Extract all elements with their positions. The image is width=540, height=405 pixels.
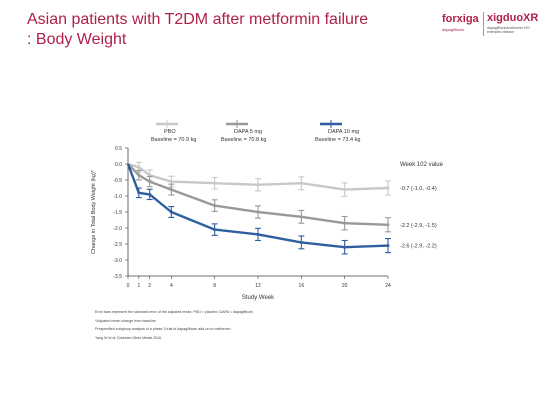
data-point (343, 188, 347, 192)
forxiga-logo-text: forxiga (442, 13, 479, 25)
y-tick-label: -2.5 (113, 242, 122, 248)
x-tick-label: 20 (342, 283, 348, 289)
data-point (256, 183, 260, 187)
footnote-1: Error bars represent the standard error … (95, 310, 253, 314)
x-tick-label: 24 (385, 283, 391, 289)
xigduo-logo-text: xigduoXR (487, 12, 539, 24)
data-point (386, 223, 390, 227)
legend-series-name: PBO (164, 129, 176, 135)
footnote-3: Prespecified subgroup analysis of a phas… (95, 327, 231, 331)
data-point (386, 244, 390, 248)
y-tick-label: -1.0 (113, 194, 122, 200)
data-point (137, 191, 141, 195)
title-line-2: : Body Weight (27, 31, 127, 48)
title-line-1: Asian patients with T2DM after metformin… (27, 11, 369, 28)
data-point (299, 215, 303, 219)
y-tick-label: -2.0 (113, 226, 122, 232)
legend-baseline: Baseline = 70.8 kg (221, 137, 266, 143)
footnote-4: Yang W et al. Diabetes Obes Metab 2016 (95, 335, 162, 340)
data-point (213, 181, 217, 185)
data-point (137, 173, 141, 177)
y-tick-label: -0.5 (113, 178, 122, 184)
data-point (213, 204, 217, 208)
page-title: Asian patients with T2DM after metformin… (27, 10, 368, 50)
data-point (343, 245, 347, 249)
chart-legend: PBO Baseline = 70.9 kg DAPA 5 mg Baseline =… (151, 120, 360, 143)
x-tick-label: 0 (127, 283, 130, 289)
series-end-label: -2.2 (-2.9, -1.5) (400, 223, 437, 229)
logo-divider (483, 12, 484, 36)
legend-series-name: DAPA 10 mg (328, 129, 359, 135)
forxiga-logo-subtext: dapagliflozin (442, 27, 465, 32)
x-tick-label: 2 (148, 283, 151, 289)
data-point (169, 180, 173, 184)
data-point (148, 192, 152, 196)
chart-axes: 0.50.0-0.5-1.0-1.5-2.0-2.5-3.0-3.50 1 2 4 8 1… (91, 146, 391, 301)
chart-end-labels: Week 102 value -0.7 (-1.0, -0.4) -2.2 (-2.… (400, 162, 444, 250)
chart-series (126, 161, 391, 255)
data-point (299, 240, 303, 244)
y-tick-label: -1.5 (113, 210, 122, 216)
series-end-label: -0.7 (-1.0, -0.4) (400, 186, 437, 192)
data-point (169, 210, 173, 214)
data-point (256, 210, 260, 214)
data-point (386, 186, 390, 190)
y-axis-label: Change in Total Body Weight (kg)* (91, 169, 97, 254)
data-point (343, 221, 347, 225)
footnotes: Error bars represent the standard error … (95, 310, 425, 344)
x-tick-label: 12 (255, 283, 261, 289)
x-tick-label: 1 (137, 283, 140, 289)
brand-logo: forxiga dapagliflozin xigduoXR dapaglifl… (442, 6, 538, 46)
y-tick-label: -3.0 (113, 258, 122, 264)
series-0 (127, 161, 391, 197)
legend-baseline: Baseline = 70.9 kg (151, 137, 196, 143)
series-1 (127, 163, 391, 233)
x-tick-label: 8 (213, 283, 216, 289)
footnote-2: *Adjusted mean change from baseline (95, 318, 156, 323)
data-point (169, 188, 173, 192)
x-tick-label: 16 (299, 283, 305, 289)
data-point (137, 165, 141, 169)
data-point (256, 232, 260, 236)
series-end-label: -2.6 (-2.9, -2.2) (400, 244, 437, 250)
x-tick-label: 4 (170, 283, 173, 289)
data-point (299, 181, 303, 185)
xigduo-logo-subtext: dapagliflozin/metformin HCl extended-rel… (487, 26, 530, 34)
y-tick-label: 0.5 (115, 146, 122, 152)
y-tick-label: 0.0 (115, 162, 122, 168)
data-point (148, 180, 152, 184)
week-value-header: Week 102 value (400, 162, 444, 168)
data-point (213, 228, 217, 232)
x-axis-label: Study Week (242, 295, 275, 301)
series-2 (126, 163, 391, 255)
y-tick-label: -3.5 (113, 274, 122, 280)
legend-baseline: Baseline = 73.4 kg (315, 137, 360, 143)
legend-series-name: DAPA 5 mg (234, 129, 262, 135)
